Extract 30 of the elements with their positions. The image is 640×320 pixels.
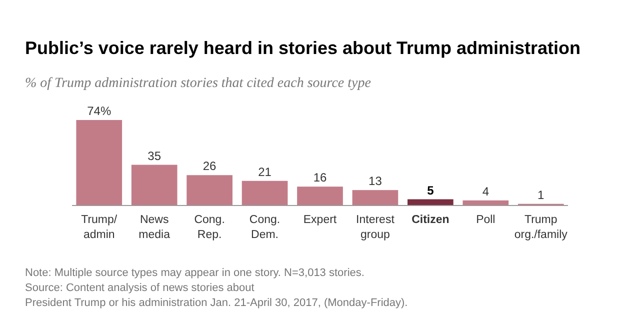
source-note: Source: Content analysis of news stories about President Trump or his administration Jan. 21-April 30, 2017, (Monday-Friday).	[25, 282, 408, 309]
x-tick-label: Trump org./family	[514, 214, 568, 241]
chart-title: Public’s voice rarely heard in stories about Trump administration	[25, 38, 580, 58]
bar	[297, 186, 343, 205]
x-tick-label: News media	[138, 214, 171, 241]
data-label: 16	[313, 170, 327, 185]
x-tick-label: Poll	[476, 214, 496, 226]
data-label: 21	[258, 164, 272, 179]
data-label: 4	[482, 184, 490, 198]
x-tick-label: Citizen	[412, 214, 450, 226]
bar	[462, 200, 509, 205]
x-tick-label: Trump/ admin	[81, 214, 118, 241]
bar	[131, 164, 178, 205]
bar	[352, 190, 398, 205]
bar	[76, 120, 122, 205]
bar	[186, 175, 232, 205]
x-tick-label: Cong. Rep.	[194, 214, 225, 241]
text: Note: Multiple source types may appear in one story. N=3,013 stories.	[25, 267, 364, 279]
data-label: 35	[148, 148, 162, 163]
data-label: 13	[368, 174, 382, 188]
data-label: 5	[427, 183, 434, 198]
chart-subtitle: % of Trump administration stories that cited each source type	[25, 76, 371, 91]
x-tick-label: Expert	[303, 214, 338, 226]
x-tick-label: Cong. Dem.	[249, 214, 280, 241]
bar	[408, 199, 454, 205]
data-label: 1	[538, 188, 545, 202]
x-tick-label: Interest group	[356, 214, 396, 241]
data-label: 26	[202, 159, 217, 174]
bar	[242, 180, 288, 205]
data-label: 74%	[87, 104, 112, 118]
